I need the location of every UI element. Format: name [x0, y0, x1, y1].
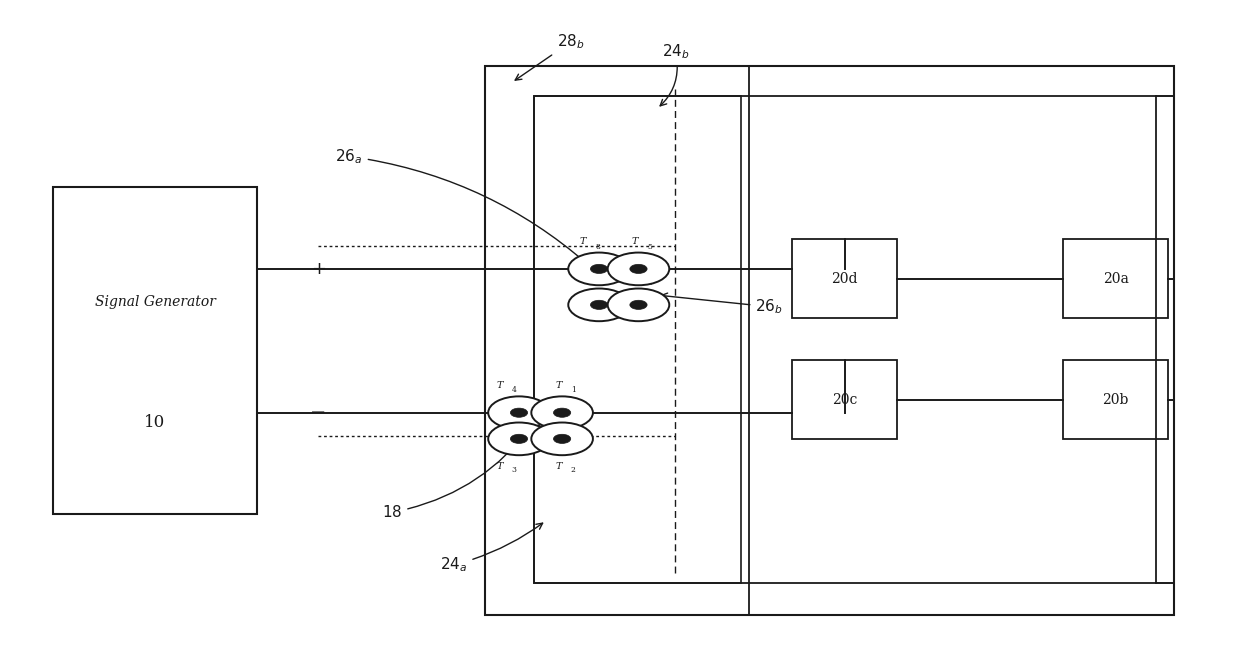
Text: $24_b$: $24_b$ — [660, 42, 689, 106]
Circle shape — [489, 422, 549, 455]
Text: 6: 6 — [647, 279, 652, 287]
Text: +: + — [311, 260, 326, 278]
Circle shape — [590, 301, 608, 309]
Circle shape — [590, 264, 608, 273]
Text: 20c: 20c — [832, 393, 858, 406]
Circle shape — [489, 397, 549, 429]
Circle shape — [568, 289, 630, 321]
Text: $26_b$: $26_b$ — [661, 293, 784, 316]
Circle shape — [630, 264, 647, 273]
Bar — [1064, 360, 1168, 439]
Circle shape — [608, 253, 670, 285]
Text: Signal Generator: Signal Generator — [94, 295, 216, 308]
Circle shape — [553, 434, 570, 444]
Circle shape — [511, 434, 528, 444]
Text: T: T — [556, 381, 562, 390]
Text: T: T — [631, 237, 639, 246]
Circle shape — [553, 408, 570, 417]
Text: T: T — [580, 273, 587, 282]
Text: 20d: 20d — [832, 271, 858, 286]
Bar — [1064, 240, 1168, 318]
Circle shape — [630, 301, 647, 309]
Text: 8: 8 — [595, 242, 600, 251]
Text: 1: 1 — [570, 387, 575, 395]
Text: $28_b$: $28_b$ — [515, 32, 584, 80]
Text: T: T — [496, 381, 502, 390]
Bar — [792, 240, 897, 318]
Text: T: T — [631, 273, 639, 282]
Text: 3: 3 — [512, 466, 517, 474]
Text: 10: 10 — [144, 414, 166, 431]
Circle shape — [531, 397, 593, 429]
Bar — [533, 96, 1156, 583]
Circle shape — [511, 408, 528, 417]
Text: $24_a$: $24_a$ — [440, 523, 543, 575]
Text: $26_a$: $26_a$ — [335, 147, 587, 263]
Bar — [485, 66, 749, 616]
Bar — [485, 66, 1174, 616]
Text: T: T — [580, 237, 587, 246]
Text: 7: 7 — [595, 279, 600, 287]
Text: T: T — [496, 461, 502, 471]
Circle shape — [568, 253, 630, 285]
Text: 4: 4 — [512, 387, 517, 395]
Text: −: − — [310, 403, 326, 422]
Text: T: T — [556, 461, 562, 471]
Bar — [533, 96, 740, 583]
Bar — [53, 187, 257, 514]
Bar — [792, 360, 897, 439]
Text: 2: 2 — [570, 466, 575, 474]
Text: $18$: $18$ — [382, 426, 531, 520]
Text: 5: 5 — [647, 242, 652, 251]
Circle shape — [608, 289, 670, 321]
Text: 20b: 20b — [1102, 393, 1128, 406]
Circle shape — [531, 422, 593, 455]
Text: 20a: 20a — [1102, 271, 1128, 286]
